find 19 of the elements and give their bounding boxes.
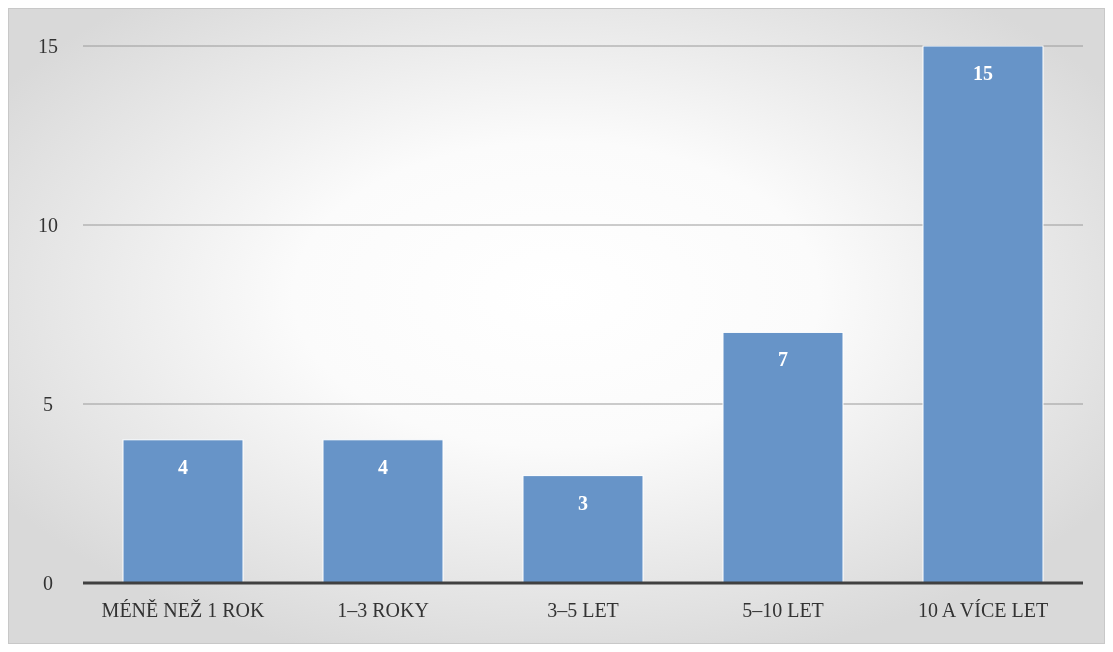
data-label: 4 (378, 455, 388, 478)
data-label: 3 (578, 491, 588, 514)
data-label: 15 (973, 62, 993, 84)
bar (922, 45, 1044, 584)
bar (722, 331, 844, 584)
data-label: 7 (778, 348, 788, 371)
x-tick-label: 1–3 ROKY (337, 599, 429, 621)
x-tick-label: MÉNĚ NEŽ 1 ROK (101, 599, 265, 621)
y-tick-label: 5 (43, 393, 53, 415)
bar (122, 439, 244, 584)
x-tick-label: 10 A VÍCE LET (917, 599, 1049, 621)
bar (322, 439, 444, 584)
data-label: 4 (178, 455, 188, 478)
y-tick-label: 10 (38, 214, 58, 236)
x-tick-label: 3–5 LET (547, 599, 619, 621)
bar (522, 475, 644, 584)
y-tick-label: 15 (38, 35, 58, 57)
x-tick-label: 5–10 LET (742, 599, 824, 621)
y-tick-label: 0 (43, 572, 53, 594)
